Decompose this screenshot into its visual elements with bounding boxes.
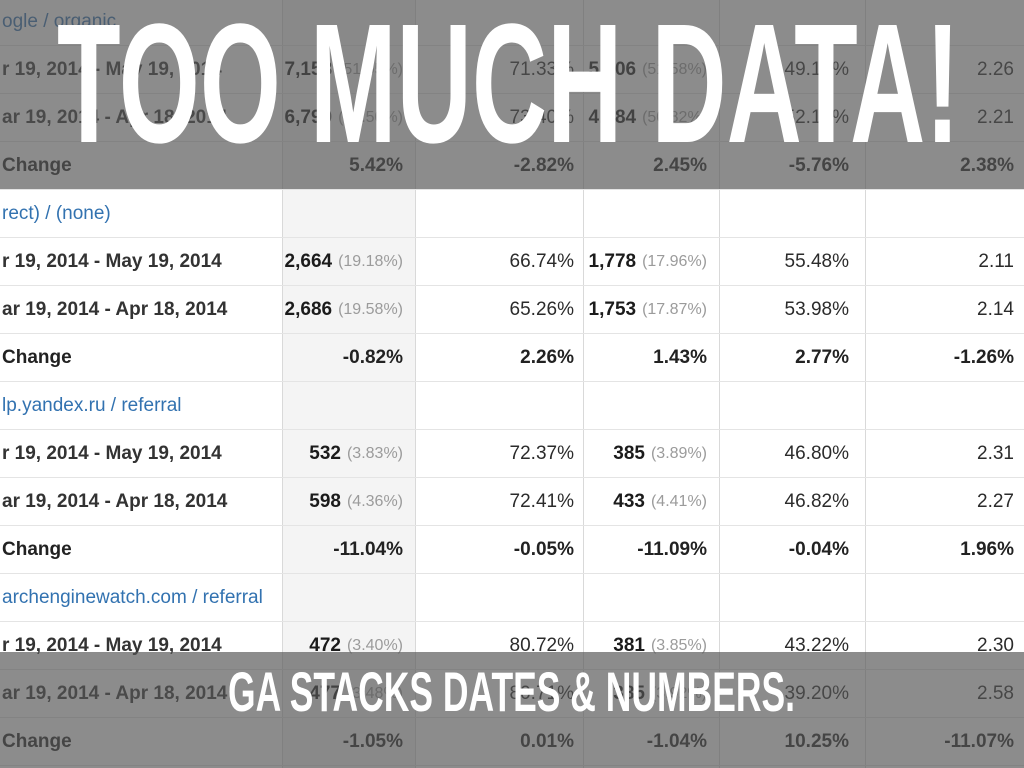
table-row: ar 19, 2014 - Apr 18, 2014 598 (4.36%) 72.4… bbox=[0, 478, 1024, 526]
value-cell bbox=[719, 382, 865, 429]
value-cell: 598 (4.36%) bbox=[282, 478, 415, 525]
value-cell bbox=[282, 190, 415, 237]
metric-share: (4.41%) bbox=[650, 492, 707, 510]
metric-share: (4.36%) bbox=[346, 492, 403, 510]
value-cell: -0.05% bbox=[513, 538, 574, 560]
value-cell: 2,664 (19.18%) bbox=[282, 238, 415, 285]
value-cell: 66.74% bbox=[509, 250, 574, 272]
metric-value: 433 bbox=[613, 490, 645, 512]
metric-share: (3.89%) bbox=[650, 444, 707, 462]
change-row-label: Change bbox=[2, 346, 72, 368]
value-cell bbox=[415, 382, 583, 429]
value-cell: 381 (3.85%) bbox=[583, 622, 719, 669]
value-cell: 433 (4.41%) bbox=[583, 478, 719, 525]
date-range-label: r 19, 2014 - May 19, 2014 bbox=[2, 634, 222, 656]
value-cell: 72.41% bbox=[509, 490, 574, 512]
column-gridline bbox=[583, 0, 584, 768]
value-cell: -1.26% bbox=[953, 346, 1014, 368]
table-row: rect) / (none) bbox=[0, 190, 1024, 238]
value-cell bbox=[719, 190, 865, 237]
table-row: r 19, 2014 - May 19, 2014 532 (3.83%) 72.37… bbox=[0, 430, 1024, 478]
value-cell: 53.98% bbox=[784, 298, 849, 320]
value-cell: 55.48% bbox=[784, 250, 849, 272]
value-cell: 46.80% bbox=[784, 442, 849, 464]
value-cell bbox=[865, 574, 1024, 621]
source-medium-link[interactable]: archenginewatch.com / referral bbox=[2, 586, 263, 608]
value-cell: 2.27 bbox=[977, 490, 1014, 512]
metric-value: 1,753 bbox=[588, 298, 637, 320]
value-cell bbox=[415, 574, 583, 621]
metric-share: (3.85%) bbox=[650, 636, 707, 654]
value-cell: 472 (3.40%) bbox=[282, 622, 415, 669]
metric-share: (17.87%) bbox=[642, 300, 707, 318]
value-cell: 72.37% bbox=[509, 442, 574, 464]
date-range-label: r 19, 2014 - May 19, 2014 bbox=[2, 442, 222, 464]
value-cell: 65.26% bbox=[509, 298, 574, 320]
value-cell: 46.82% bbox=[784, 490, 849, 512]
value-cell: 1.43% bbox=[653, 346, 707, 368]
metric-value: 472 bbox=[309, 634, 341, 656]
column-gridline bbox=[719, 0, 720, 768]
date-range-label: ar 19, 2014 - Apr 18, 2014 bbox=[2, 298, 228, 320]
value-cell: 1,753 (17.87%) bbox=[583, 286, 719, 333]
metric-value: 2,664 bbox=[284, 250, 333, 272]
value-cell: 80.72% bbox=[509, 634, 574, 656]
metric-value: 2,686 bbox=[284, 298, 333, 320]
value-cell: -11.04% bbox=[333, 538, 403, 560]
title-band-overlay bbox=[0, 0, 1024, 189]
table-row: lp.yandex.ru / referral bbox=[0, 382, 1024, 430]
metric-value: 1,778 bbox=[588, 250, 637, 272]
value-cell bbox=[583, 382, 719, 429]
value-cell bbox=[719, 574, 865, 621]
table-row: ar 19, 2014 - Apr 18, 2014 2,686 (19.58%) 6… bbox=[0, 286, 1024, 334]
metric-value: 381 bbox=[613, 634, 645, 656]
table-row: archenginewatch.com / referral bbox=[0, 574, 1024, 622]
column-gridline bbox=[415, 0, 416, 768]
metric-share: (17.96%) bbox=[642, 252, 707, 270]
value-cell: 2.77% bbox=[795, 346, 849, 368]
value-cell: 385 (3.89%) bbox=[583, 430, 719, 477]
change-row-label: Change bbox=[2, 538, 72, 560]
column-gridline bbox=[865, 0, 866, 768]
value-cell: 2.14 bbox=[977, 298, 1014, 320]
source-medium-link[interactable]: rect) / (none) bbox=[2, 202, 111, 224]
metric-share: (19.58%) bbox=[338, 300, 403, 318]
value-cell: 532 (3.83%) bbox=[282, 430, 415, 477]
column-gridline bbox=[282, 0, 283, 768]
value-cell: 2.26% bbox=[520, 346, 574, 368]
value-cell: 2,686 (19.58%) bbox=[282, 286, 415, 333]
value-cell: 43.22% bbox=[784, 634, 849, 656]
metric-share: (3.83%) bbox=[346, 444, 403, 462]
value-cell: -0.82% bbox=[342, 346, 403, 368]
value-cell bbox=[415, 190, 583, 237]
source-medium-link[interactable]: lp.yandex.ru / referral bbox=[2, 394, 182, 416]
metric-share: (3.40%) bbox=[346, 636, 403, 654]
value-cell bbox=[282, 574, 415, 621]
table-row: Change -0.82% 2.26% 1.43% 2.77% -1.26% bbox=[0, 334, 1024, 382]
value-cell bbox=[865, 190, 1024, 237]
subtitle-band-overlay bbox=[0, 652, 1024, 768]
value-cell: 2.30 bbox=[977, 634, 1014, 656]
metric-value: 598 bbox=[309, 490, 341, 512]
metric-value: 385 bbox=[613, 442, 645, 464]
value-cell: 2.31 bbox=[977, 442, 1014, 464]
value-cell bbox=[865, 382, 1024, 429]
metric-share: (19.18%) bbox=[338, 252, 403, 270]
value-cell: 1.96% bbox=[960, 538, 1014, 560]
date-range-label: ar 19, 2014 - Apr 18, 2014 bbox=[2, 490, 228, 512]
value-cell: -11.09% bbox=[637, 538, 707, 560]
metric-value: 532 bbox=[309, 442, 341, 464]
value-cell: 1,778 (17.96%) bbox=[583, 238, 719, 285]
table-row: Change -11.04% -0.05% -11.09% -0.04% 1.96% bbox=[0, 526, 1024, 574]
value-cell bbox=[583, 574, 719, 621]
table-row: r 19, 2014 - May 19, 2014 2,664 (19.18%) 66… bbox=[0, 238, 1024, 286]
value-cell bbox=[282, 382, 415, 429]
value-cell: -0.04% bbox=[788, 538, 849, 560]
date-range-label: r 19, 2014 - May 19, 2014 bbox=[2, 250, 222, 272]
value-cell bbox=[583, 190, 719, 237]
value-cell: 2.11 bbox=[978, 250, 1014, 272]
